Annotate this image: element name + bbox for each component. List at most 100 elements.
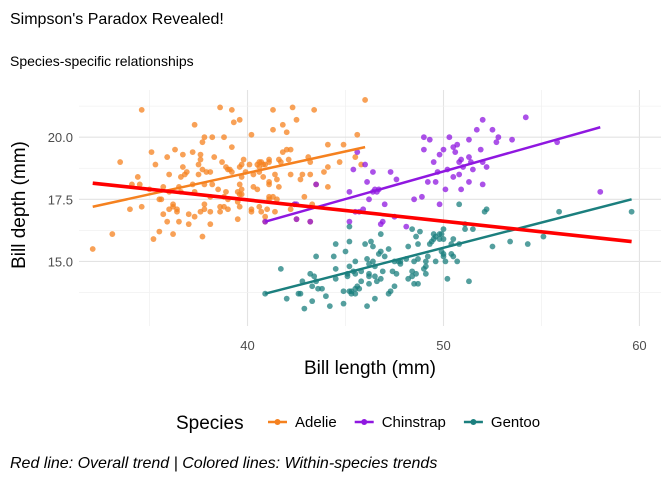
legend-item-adelie: Adelie (268, 414, 337, 431)
overall-trend-line (92, 181, 632, 244)
data-point-adelie (321, 169, 327, 175)
legend-marker (274, 419, 281, 425)
data-point-gentoo (301, 305, 308, 312)
data-point-gentoo (330, 253, 337, 260)
data-point-gentoo (417, 228, 423, 235)
data-point-adelie (248, 131, 255, 138)
y-tick-label: 17.5 (48, 192, 73, 207)
data-point-adelie (285, 156, 292, 163)
x-tick-label: 60 (632, 338, 646, 353)
data-point-gentoo (346, 238, 353, 245)
data-point-adelie (236, 116, 243, 123)
data-point-gentoo (366, 270, 372, 277)
data-point-chinstrap (473, 126, 480, 133)
data-point-adelie (197, 151, 204, 158)
data-point-adelie (166, 171, 173, 178)
legend-item-gentoo: Gentoo (463, 414, 540, 431)
data-point-gentoo (387, 288, 394, 295)
data-point-chinstrap (370, 169, 376, 175)
data-point-chinstrap (440, 146, 447, 153)
data-point-gentoo (438, 231, 445, 237)
data-point-adelie (215, 186, 222, 193)
data-point-adelie (299, 171, 306, 178)
data-point-gentoo (450, 236, 457, 242)
data-point-adelie (189, 149, 196, 156)
data-point-gentoo (393, 270, 400, 277)
data-point-gentoo (358, 278, 365, 285)
data-point-adelie (117, 159, 124, 165)
data-point-adelie (221, 134, 227, 141)
data-point-adelie (152, 161, 159, 168)
data-point-gentoo (332, 241, 339, 247)
data-point-adelie (164, 218, 171, 225)
data-point-chinstrap (307, 218, 314, 225)
grid (79, 90, 661, 326)
data-point-chinstrap (466, 136, 472, 143)
data-point-gentoo (364, 256, 370, 262)
data-point-chinstrap (379, 218, 386, 225)
data-point-adelie (236, 181, 243, 188)
data-point-gentoo (332, 275, 339, 282)
data-point-adelie (277, 159, 284, 165)
data-point-adelie (207, 169, 214, 175)
data-point-gentoo (397, 260, 404, 267)
trend-line-gentoo (264, 198, 632, 295)
data-point-gentoo (342, 248, 349, 255)
data-point-gentoo (440, 226, 447, 233)
data-point-adelie (201, 206, 208, 213)
data-point-chinstrap (293, 216, 300, 223)
data-point-gentoo (352, 270, 359, 277)
data-point-chinstrap (364, 179, 370, 185)
data-point-adelie (274, 176, 280, 183)
data-point-chinstrap (493, 139, 500, 146)
data-point-chinstrap (426, 136, 433, 143)
data-point-adelie (293, 116, 300, 123)
data-point-chinstrap (452, 149, 459, 156)
legend-title: Species (176, 413, 244, 434)
data-point-adelie (179, 151, 186, 158)
data-point-gentoo (489, 243, 496, 250)
data-point-adelie (183, 169, 190, 175)
data-point-adelie (228, 169, 235, 175)
data-point-adelie (185, 221, 192, 228)
data-point-adelie (158, 196, 165, 203)
data-point-gentoo (556, 208, 563, 215)
data-point-gentoo (424, 253, 431, 260)
data-point-chinstrap (346, 188, 353, 195)
data-point-chinstrap (479, 181, 486, 188)
data-point-gentoo (368, 238, 374, 245)
data-point-adelie (234, 216, 241, 223)
data-point-gentoo (366, 280, 372, 287)
data-point-adelie (199, 233, 206, 240)
data-point-adelie (279, 121, 286, 128)
data-point-gentoo (326, 303, 333, 310)
data-point-adelie (176, 218, 182, 225)
data-point-chinstrap (387, 169, 394, 175)
data-point-adelie (289, 104, 296, 111)
data-point-gentoo (283, 295, 290, 302)
data-point-chinstrap (495, 134, 502, 141)
y-axis-label: Bill depth (mm) (9, 141, 30, 269)
data-point-gentoo (346, 263, 353, 270)
legend: Species Adelie Chinstrap Gentoo (176, 413, 540, 434)
data-point-adelie (209, 134, 216, 141)
data-point-chinstrap (381, 201, 388, 208)
data-point-adelie (238, 161, 245, 168)
data-point-adelie (160, 183, 167, 190)
data-point-adelie (138, 203, 145, 210)
data-point-adelie (201, 134, 208, 141)
data-point-adelie (352, 154, 359, 160)
data-point-adelie (179, 164, 186, 170)
data-point-adelie (258, 208, 265, 215)
legend-label: Chinstrap (382, 414, 446, 431)
data-point-adelie (225, 206, 231, 213)
data-point-adelie (228, 106, 235, 113)
data-point-chinstrap (483, 164, 490, 170)
data-point-adelie (256, 203, 263, 210)
data-point-gentoo (415, 241, 421, 247)
data-point-adelie (362, 97, 369, 103)
data-point-gentoo (462, 226, 468, 233)
chart-caption: Red line: Overall trend | Colored lines:… (10, 455, 437, 472)
data-point-chinstrap (403, 223, 410, 230)
